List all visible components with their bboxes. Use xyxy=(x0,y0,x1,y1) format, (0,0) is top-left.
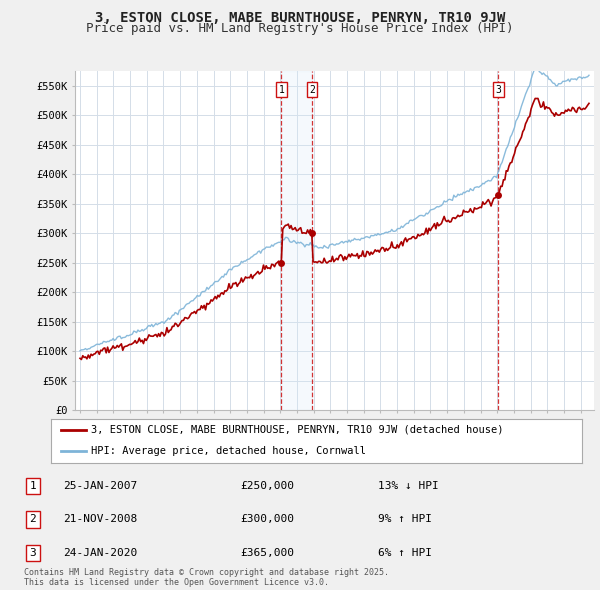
Text: 2: 2 xyxy=(309,85,315,94)
Text: 9% ↑ HPI: 9% ↑ HPI xyxy=(378,514,432,525)
Text: HPI: Average price, detached house, Cornwall: HPI: Average price, detached house, Corn… xyxy=(91,446,366,455)
Text: 1: 1 xyxy=(278,85,284,94)
Text: £365,000: £365,000 xyxy=(240,548,294,558)
Text: 3: 3 xyxy=(496,85,502,94)
Text: £250,000: £250,000 xyxy=(240,481,294,491)
Text: 3: 3 xyxy=(29,548,37,558)
Text: 21-NOV-2008: 21-NOV-2008 xyxy=(63,514,137,525)
Text: 2: 2 xyxy=(29,514,37,525)
Text: 13% ↓ HPI: 13% ↓ HPI xyxy=(378,481,439,491)
Text: Price paid vs. HM Land Registry's House Price Index (HPI): Price paid vs. HM Land Registry's House … xyxy=(86,22,514,35)
Text: 3, ESTON CLOSE, MABE BURNTHOUSE, PENRYN, TR10 9JW (detached house): 3, ESTON CLOSE, MABE BURNTHOUSE, PENRYN,… xyxy=(91,425,503,435)
Text: Contains HM Land Registry data © Crown copyright and database right 2025.
This d: Contains HM Land Registry data © Crown c… xyxy=(24,568,389,587)
Text: 1: 1 xyxy=(29,481,37,491)
Text: 24-JAN-2020: 24-JAN-2020 xyxy=(63,548,137,558)
Text: £300,000: £300,000 xyxy=(240,514,294,525)
Text: 6% ↑ HPI: 6% ↑ HPI xyxy=(378,548,432,558)
Bar xyxy=(281,71,312,410)
Text: 25-JAN-2007: 25-JAN-2007 xyxy=(63,481,137,491)
Text: 3, ESTON CLOSE, MABE BURNTHOUSE, PENRYN, TR10 9JW: 3, ESTON CLOSE, MABE BURNTHOUSE, PENRYN,… xyxy=(95,11,505,25)
